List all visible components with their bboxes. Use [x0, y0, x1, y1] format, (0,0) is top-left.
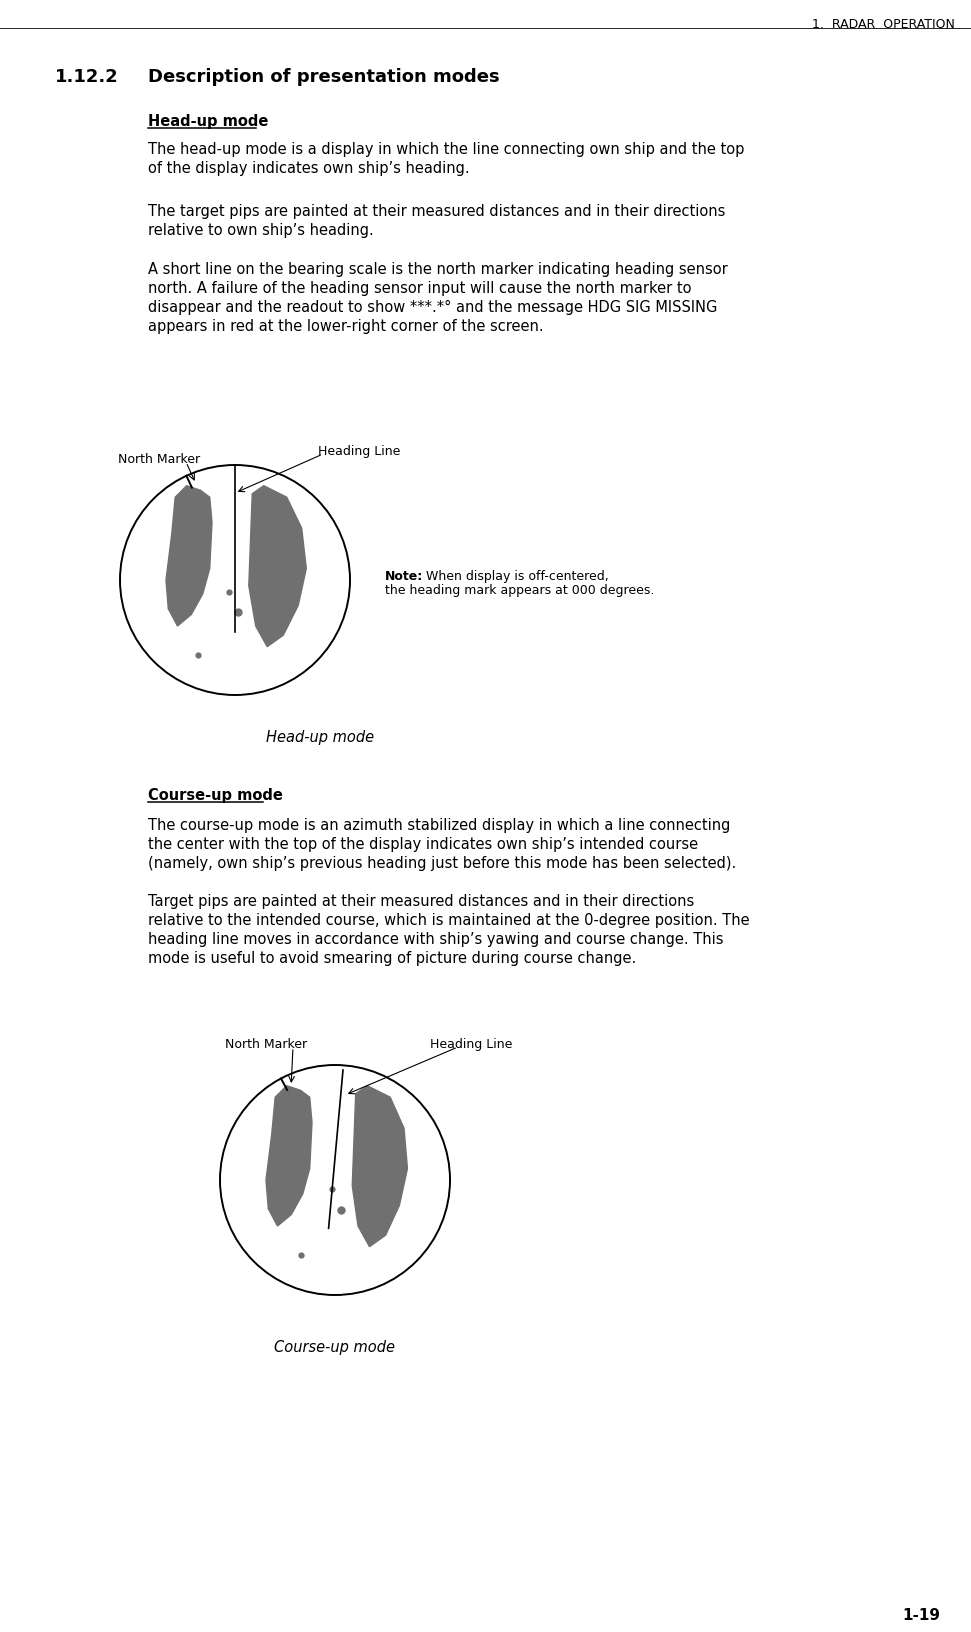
Text: disappear and the readout to show ***.*° and the message HDG SIG MISSING: disappear and the readout to show ***.*°…: [148, 300, 718, 315]
Text: heading line moves in accordance with ship’s yawing and course change. This: heading line moves in accordance with sh…: [148, 932, 723, 947]
Text: North Marker: North Marker: [225, 1038, 307, 1051]
Text: 1.12.2: 1.12.2: [55, 69, 118, 86]
Text: Head-up mode: Head-up mode: [266, 730, 374, 744]
Text: Target pips are painted at their measured distances and in their directions: Target pips are painted at their measure…: [148, 894, 694, 909]
Text: 1-19: 1-19: [902, 1608, 940, 1622]
Text: Head-up mode: Head-up mode: [148, 114, 268, 129]
Text: of the display indicates own ship’s heading.: of the display indicates own ship’s head…: [148, 162, 470, 176]
Text: the heading mark appears at 000 degrees.: the heading mark appears at 000 degrees.: [385, 584, 654, 597]
Text: Course-up mode: Course-up mode: [148, 788, 283, 803]
Text: mode is useful to avoid smearing of picture during course change.: mode is useful to avoid smearing of pict…: [148, 951, 636, 966]
Text: The target pips are painted at their measured distances and in their directions: The target pips are painted at their mea…: [148, 204, 725, 219]
Text: relative to own ship’s heading.: relative to own ship’s heading.: [148, 224, 374, 238]
Text: Description of presentation modes: Description of presentation modes: [148, 69, 500, 86]
Text: 1.  RADAR  OPERATION: 1. RADAR OPERATION: [812, 18, 955, 31]
Text: relative to the intended course, which is maintained at the 0-degree position. T: relative to the intended course, which i…: [148, 912, 750, 929]
Text: the center with the top of the display indicates own ship’s intended course: the center with the top of the display i…: [148, 837, 698, 852]
Text: Heading Line: Heading Line: [430, 1038, 513, 1051]
Text: When display is off-centered,: When display is off-centered,: [422, 570, 609, 583]
Polygon shape: [249, 486, 306, 646]
Polygon shape: [166, 486, 212, 627]
Text: Heading Line: Heading Line: [318, 446, 400, 459]
Text: appears in red at the lower-right corner of the screen.: appears in red at the lower-right corner…: [148, 318, 544, 335]
Text: A short line on the bearing scale is the north marker indicating heading sensor: A short line on the bearing scale is the…: [148, 263, 727, 277]
Text: The course-up mode is an azimuth stabilized display in which a line connecting: The course-up mode is an azimuth stabili…: [148, 818, 730, 832]
Polygon shape: [352, 1085, 408, 1247]
Text: Course-up mode: Course-up mode: [275, 1340, 395, 1355]
Text: (namely, own ship’s previous heading just before this mode has been selected).: (namely, own ship’s previous heading jus…: [148, 857, 736, 871]
Text: North Marker: North Marker: [118, 454, 200, 467]
Polygon shape: [266, 1085, 312, 1226]
Text: Note:: Note:: [385, 570, 423, 583]
Text: The head-up mode is a display in which the line connecting own ship and the top: The head-up mode is a display in which t…: [148, 142, 745, 157]
Text: north. A failure of the heading sensor input will cause the north marker to: north. A failure of the heading sensor i…: [148, 281, 691, 295]
